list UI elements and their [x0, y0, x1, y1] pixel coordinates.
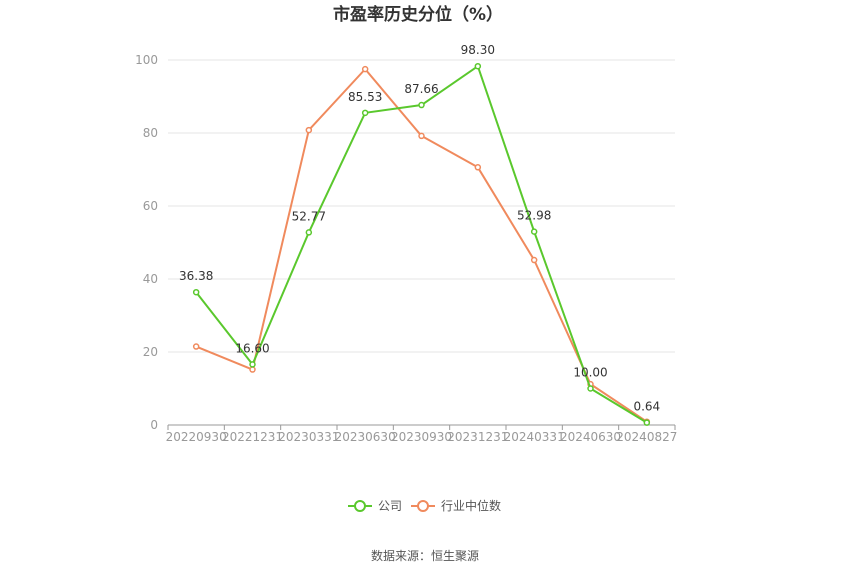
source-note: 数据来源：恒生聚源 — [371, 548, 479, 563]
data-label: 52.98 — [517, 209, 551, 223]
y-tick-label: 80 — [143, 126, 158, 140]
data-point — [192, 343, 200, 350]
x-tick-label: 20240827 — [616, 430, 677, 444]
data-point — [361, 65, 369, 73]
data-point — [530, 228, 538, 235]
data-label: 85.53 — [348, 90, 382, 104]
x-tick-label: 20230331 — [278, 430, 339, 444]
legend-marker[interactable] — [417, 500, 429, 512]
x-tick-label: 20220930 — [166, 430, 227, 444]
y-tick-label: 60 — [143, 199, 158, 213]
data-point — [474, 164, 482, 171]
data-point — [249, 366, 256, 373]
legend-marker[interactable] — [354, 500, 366, 512]
data-point — [530, 256, 538, 264]
legend-label[interactable]: 行业中位数 — [441, 498, 501, 513]
y-tick-label: 0 — [150, 418, 158, 432]
y-tick-label: 20 — [143, 345, 158, 359]
data-point — [587, 385, 594, 392]
data-label: 87.66 — [404, 82, 438, 96]
data-point — [474, 62, 482, 70]
y-axis: 0 20 40 60 80 100 — [135, 53, 158, 432]
data-label: 10.00 — [573, 366, 607, 380]
data-point — [249, 361, 256, 368]
legend-label[interactable]: 公司 — [378, 499, 402, 513]
series-group — [192, 62, 651, 426]
x-tick-label: 20240630 — [560, 430, 621, 444]
data-label: 36.38 — [179, 269, 213, 283]
data-point — [305, 229, 313, 236]
data-labels: 36.38 16.60 52.77 85.53 87.66 98.30 52.98 10.00… — [179, 43, 660, 413]
data-point — [192, 288, 200, 296]
legend: 公司 行业中位数 — [348, 498, 501, 513]
chart-title: 市盈率历史分位（%） — [333, 4, 503, 25]
y-tick-label: 40 — [143, 272, 158, 286]
grid — [168, 59, 675, 353]
x-tick-label: 20230630 — [335, 430, 396, 444]
data-point — [418, 132, 425, 140]
data-point — [643, 419, 651, 426]
y-tick-label: 100 — [135, 53, 158, 67]
data-point — [418, 101, 425, 109]
data-label: 52.77 — [292, 209, 326, 223]
data-label: 16.60 — [235, 341, 269, 355]
data-label: 98.30 — [461, 43, 495, 57]
x-tick-label: 20221231 — [222, 430, 283, 444]
data-label: 0.64 — [633, 400, 660, 414]
x-tick-label: 20240331 — [504, 430, 565, 444]
data-point — [305, 126, 313, 134]
x-tick-label: 20231231 — [447, 430, 508, 444]
x-tick-label: 20230930 — [391, 430, 452, 444]
x-axis: 2022093020221231202303312023063020230930… — [166, 424, 677, 444]
data-point — [361, 109, 369, 117]
